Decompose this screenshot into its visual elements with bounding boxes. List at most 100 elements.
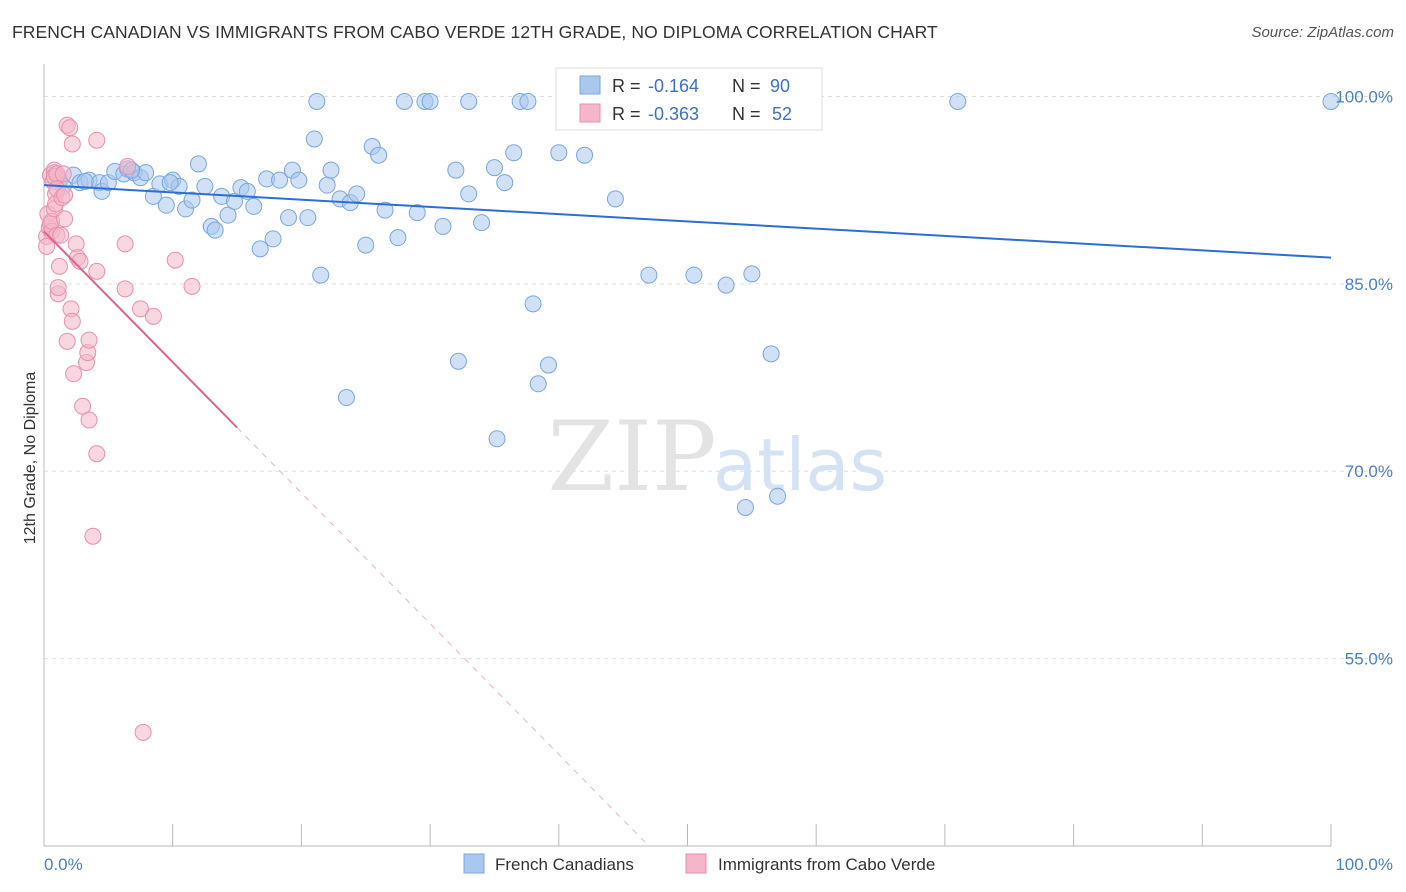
cabo-verde-point-38 xyxy=(80,331,98,349)
cabo-verde-point-41 xyxy=(88,262,106,280)
cabo-verde-point-44 xyxy=(116,235,134,253)
french-canadian-point-73 xyxy=(576,146,594,164)
french-canadian-point-70 xyxy=(529,375,547,393)
french-canadian-point-36 xyxy=(280,209,298,227)
tick-labels: 100.0% 85.0% 70.0% 55.0% 0.0% 100.0% xyxy=(44,87,1393,874)
stats-r-label-blue: R = xyxy=(612,76,641,96)
cabo-verde-point-25 xyxy=(58,332,76,350)
french-canadian-point-66 xyxy=(505,144,523,162)
french-canadian-point-69 xyxy=(524,295,542,313)
french-canadian-point-76 xyxy=(640,266,658,284)
stats-r-value-blue: -0.164 xyxy=(648,76,699,96)
stats-legend: R = -0.164 N = 90 R = -0.363 N = 52 xyxy=(555,67,823,131)
french-canadian-point-50 xyxy=(370,146,388,164)
french-canadian-trend-line xyxy=(43,184,1332,259)
french-canadian-point-43 xyxy=(322,161,340,179)
cabo-verde-point-51 xyxy=(183,277,201,295)
french-canadian-point-51 xyxy=(376,201,394,219)
french-canadian-point-41 xyxy=(312,266,330,284)
french-canadian-point-31 xyxy=(245,197,263,215)
french-canadian-point-38 xyxy=(290,171,308,189)
french-canadian-point-80 xyxy=(743,265,761,283)
french-canadian-point-78 xyxy=(717,276,735,294)
french-canadian-point-56 xyxy=(421,92,439,110)
cabo-verde-point-19 xyxy=(50,257,68,275)
cabo-verde-point-24 xyxy=(56,186,74,204)
french-canadian-point-48 xyxy=(357,236,375,254)
french-canadian-point-64 xyxy=(488,430,506,448)
cabo-verde-point-27 xyxy=(61,119,79,137)
french-canadian-point-57 xyxy=(434,217,452,235)
french-canadian-point-77 xyxy=(685,266,703,284)
french-canadian-point-22 xyxy=(189,155,207,173)
grid-lines xyxy=(44,95,1394,660)
french-canadian-point-63 xyxy=(485,159,503,177)
cabo-verde-point-1 xyxy=(38,237,56,255)
cabo-verde-point-45 xyxy=(116,280,134,298)
source-label: Source: ZipAtlas.com xyxy=(1251,24,1394,41)
french-canadian-point-72 xyxy=(550,144,568,162)
cabo-verde-point-39 xyxy=(80,411,98,429)
stats-r-value-pink: -0.363 xyxy=(648,104,699,124)
cabo-verde-point-22 xyxy=(54,165,72,183)
french-canadian-point-61 xyxy=(460,92,478,110)
watermark-atlas: atlas xyxy=(713,423,887,507)
axes xyxy=(43,64,1332,847)
cabo-verde-point-35 xyxy=(74,397,92,415)
french-canadian-point-47 xyxy=(348,185,366,203)
y-tick-label-0: 100.0% xyxy=(1335,87,1393,106)
french-canadian-point-39 xyxy=(299,209,317,227)
french-canadian-point-54 xyxy=(408,204,426,222)
stats-legend-swatch-blue xyxy=(579,75,601,95)
french-canadian-point-82 xyxy=(769,487,787,505)
stats-r-label-pink: R = xyxy=(612,104,641,124)
cabo-verde-point-48 xyxy=(134,723,152,741)
legend-label-cabo-verde: Immigrants from Cabo Verde xyxy=(718,855,935,874)
french-canadian-point-45 xyxy=(337,389,355,407)
french-canadian-point-84 xyxy=(1322,92,1340,110)
french-canadian-point-68 xyxy=(519,92,537,110)
french-canadian-point-32 xyxy=(251,240,269,258)
french-canadian-point-88 xyxy=(161,174,179,192)
trend-lines xyxy=(43,184,1332,847)
x-tick-label-0: 0.0% xyxy=(44,855,83,874)
stats-n-label-blue: N = xyxy=(732,76,761,96)
french-canadian-point-58 xyxy=(447,161,465,179)
french-canadian-point-23 xyxy=(196,177,214,195)
french-canadian-point-52 xyxy=(389,229,407,247)
french-canadian-point-28 xyxy=(225,192,243,210)
french-canadian-point-81 xyxy=(762,345,780,363)
watermark: ZIP atlas xyxy=(547,401,887,513)
french-canadian-point-14 xyxy=(137,164,155,182)
stats-n-label-pink: N = xyxy=(732,104,761,124)
cabo-verde-point-47 xyxy=(132,300,150,318)
y-tick-label-1: 85.0% xyxy=(1345,275,1393,294)
french-canadian-point-17 xyxy=(157,196,175,214)
french-canadian-point-25 xyxy=(206,221,224,239)
cabo-verde-point-49 xyxy=(144,307,162,325)
watermark-zip: ZIP xyxy=(547,401,716,513)
french-canadian-point-34 xyxy=(264,230,282,248)
series-legend: French Canadians Immigrants from Cabo Ve… xyxy=(463,853,935,874)
chart-title: FRENCH CANADIAN VS IMMIGRANTS FROM CABO … xyxy=(12,22,938,42)
legend-label-french-canadians: French Canadians xyxy=(495,855,634,874)
french-canadian-point-27 xyxy=(219,206,237,224)
cabo-verde-point-31 xyxy=(65,365,83,383)
x-tick-label-1: 100.0% xyxy=(1335,855,1393,874)
cabo-verde-point-30 xyxy=(63,135,81,153)
french-canadian-point-42 xyxy=(318,176,336,194)
cabo-verde-point-20 xyxy=(52,226,70,244)
french-canadian-point-86 xyxy=(76,172,94,190)
legend-swatch-french-canadians xyxy=(463,853,485,874)
french-canadian-point-59 xyxy=(449,352,467,370)
french-canadian-point-83 xyxy=(949,92,967,110)
cabo-verde-point-43 xyxy=(88,131,106,149)
french-canadian-point-89 xyxy=(308,92,326,110)
french-canadian-point-40 xyxy=(305,130,323,148)
cabo-verde-point-18 xyxy=(49,279,67,297)
cabo-verde-trend-line xyxy=(43,230,238,429)
french-canadian-point-71 xyxy=(540,356,558,374)
cabo-verde-point-50 xyxy=(166,251,184,269)
cabo-verde-point-42 xyxy=(88,445,106,463)
